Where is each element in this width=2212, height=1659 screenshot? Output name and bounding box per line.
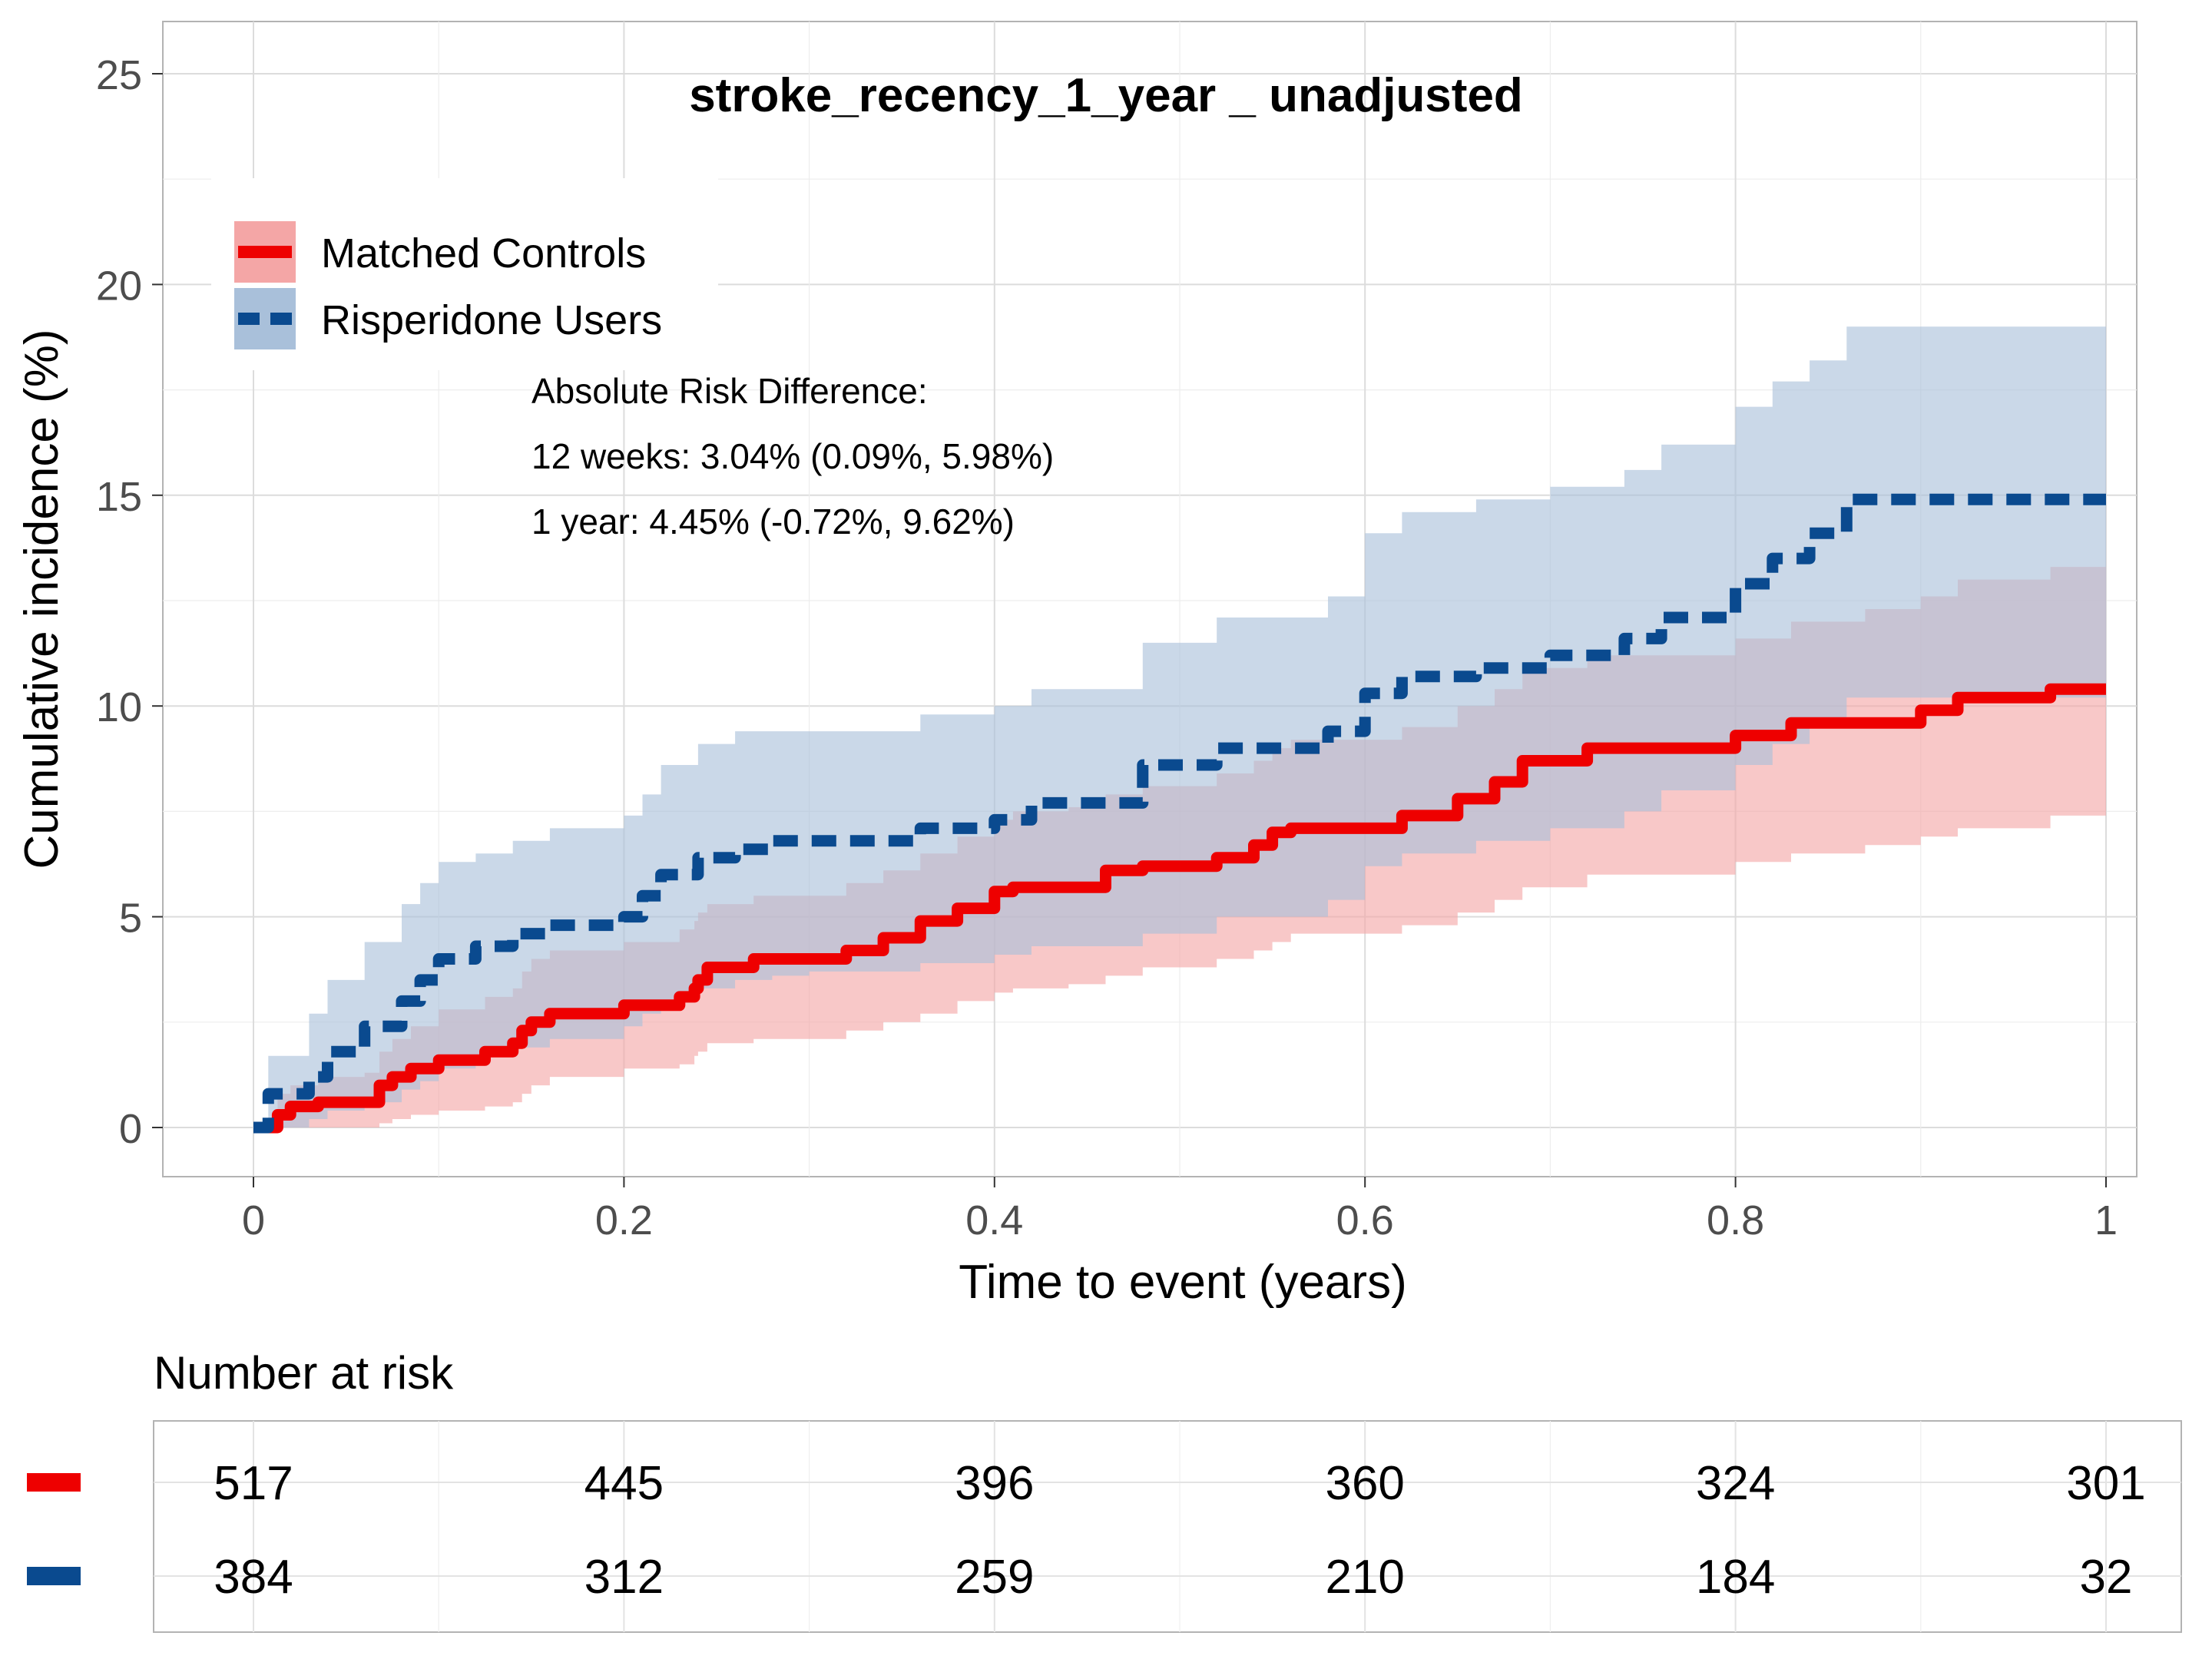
risk-difference-annotation: Absolute Risk Difference: 12 weeks: 3.04… <box>531 371 1054 541</box>
risk-value-risperidone-users: 32 <box>2080 1551 2133 1604</box>
y-tick-label: 15 <box>96 474 142 520</box>
risk-value-matched-controls: 301 <box>2066 1457 2145 1510</box>
x-tick-label: 0 <box>242 1197 265 1243</box>
annotation-line-1-year: 1 year: 4.45% (-0.72%, 9.62%) <box>531 502 1015 541</box>
risk-table-values: 517 445 396 360 324 301 384 312 259 210 184 32 <box>214 1457 2145 1604</box>
risk-value-matched-controls: 324 <box>1696 1457 1775 1510</box>
x-tick-label: 1 <box>2094 1197 2118 1243</box>
risk-value-risperidone-users: 210 <box>1325 1551 1404 1604</box>
risk-table-title: Number at risk <box>154 1347 454 1399</box>
legend-item-matched-controls: Matched Controls <box>234 221 646 283</box>
risk-value-risperidone-users: 312 <box>584 1551 664 1604</box>
incidence-curves <box>253 493 2106 1134</box>
y-tick-label: 25 <box>96 52 142 98</box>
risk-table-grid <box>154 1421 2181 1632</box>
y-axis-ticks: 0 5 10 15 20 25 <box>96 52 163 1152</box>
risk-key-risperidone-users <box>27 1567 81 1585</box>
risk-value-risperidone-users: 384 <box>214 1551 293 1604</box>
y-tick-label: 0 <box>119 1106 142 1152</box>
risk-value-risperidone-users: 259 <box>955 1551 1034 1604</box>
annotation-line-12-weeks: 12 weeks: 3.04% (0.09%, 5.98%) <box>531 436 1054 476</box>
risk-value-matched-controls: 445 <box>584 1457 664 1510</box>
legend-label-matched-controls: Matched Controls <box>321 230 646 276</box>
legend-item-risperidone-users: Risperidone Users <box>234 288 662 349</box>
x-tick-label: 0.6 <box>1336 1197 1394 1243</box>
y-tick-label: 20 <box>96 263 142 309</box>
annotation-heading: Absolute Risk Difference: <box>531 371 928 411</box>
legend-label-risperidone-users: Risperidone Users <box>321 297 662 343</box>
y-tick-label: 10 <box>96 684 142 730</box>
risk-table-keys <box>27 1473 81 1585</box>
risk-value-matched-controls: 517 <box>214 1457 293 1510</box>
legend: Matched Controls Risperidone Users <box>211 178 718 370</box>
risk-value-matched-controls: 396 <box>955 1457 1034 1510</box>
x-tick-label: 0.2 <box>595 1197 653 1243</box>
y-axis-label: Cumulative incidence (%) <box>15 329 68 869</box>
risk-table-border <box>153 1420 2182 1633</box>
confidence-bands <box>253 326 2106 1128</box>
number-at-risk-table: Number at risk 517 445 396 360 324 301 384 312 2… <box>27 1347 2182 1633</box>
incidence-curve-matched-controls <box>253 683 2106 1134</box>
x-axis-ticks: 0 0.2 0.4 0.6 0.8 1 <box>242 1177 2118 1243</box>
x-tick-label: 0.4 <box>965 1197 1023 1243</box>
y-tick-label: 5 <box>119 896 142 942</box>
chart-title: stroke_recency_1_year _ unadjusted <box>689 69 1523 122</box>
x-axis-label: Time to event (years) <box>959 1256 1406 1309</box>
x-tick-label: 0.8 <box>1707 1197 1764 1243</box>
risk-value-risperidone-users: 184 <box>1696 1551 1775 1604</box>
risk-value-matched-controls: 360 <box>1325 1457 1404 1510</box>
confidence-band-risperidone-users <box>253 326 2106 1128</box>
incidence-curve-risperidone-users <box>253 493 2106 1134</box>
risk-key-matched-controls <box>27 1473 81 1492</box>
